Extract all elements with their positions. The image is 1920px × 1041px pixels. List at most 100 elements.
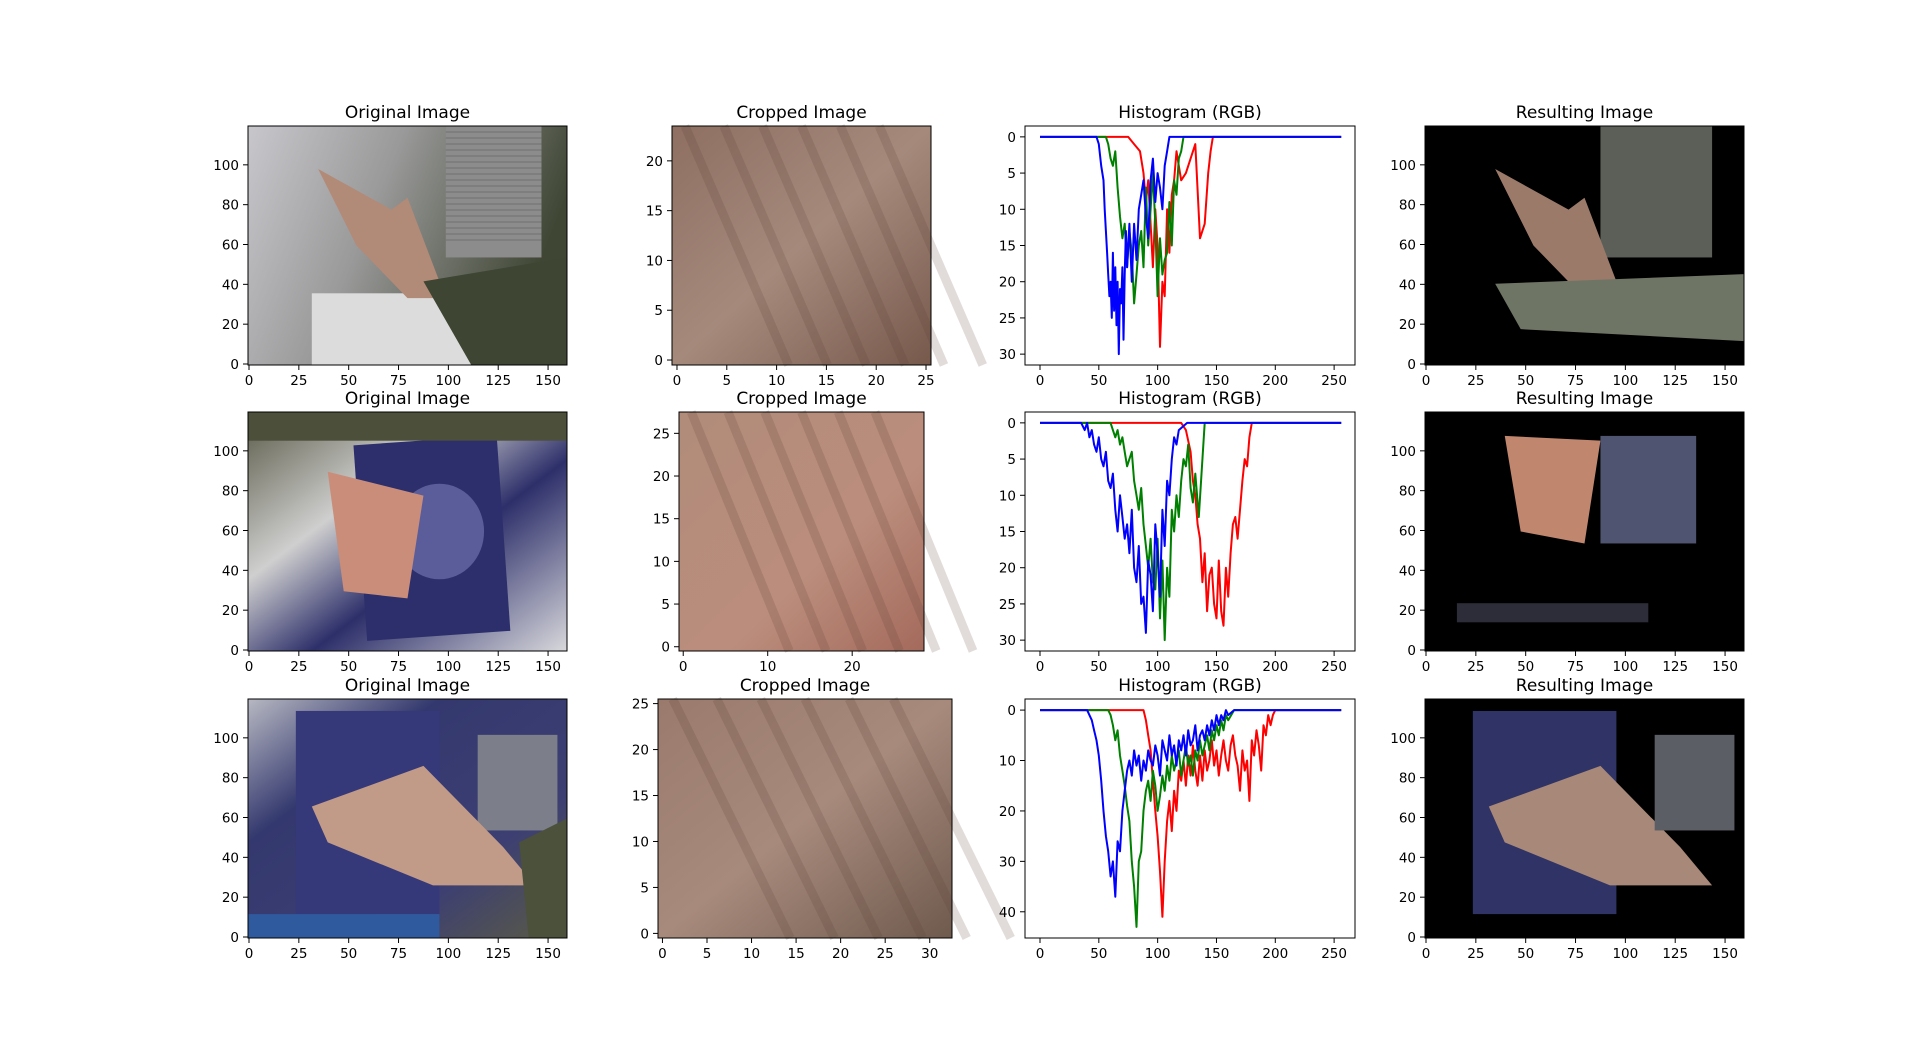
- y-tick-label: 100: [213, 444, 239, 460]
- x-tick-label: 25: [290, 659, 307, 675]
- y-tick-label: 40: [1399, 850, 1416, 866]
- x-tick-label: 100: [435, 946, 461, 962]
- y-tick-label: 20: [646, 154, 663, 170]
- skin-crease: [834, 410, 941, 653]
- x-tick-label: 25: [290, 946, 307, 962]
- y-tick-label: 100: [213, 731, 239, 747]
- hand-shape: [327, 471, 424, 599]
- x-tick-label: 50: [340, 946, 357, 962]
- x-tick-label: 50: [1090, 946, 1107, 962]
- y-tick-label: 15: [632, 789, 649, 805]
- axes-frame: [671, 125, 932, 366]
- x-tick-label: 0: [245, 659, 254, 675]
- x-tick-label: 0: [1036, 373, 1045, 389]
- axes-frame: [1424, 411, 1745, 652]
- skin-crease: [797, 410, 904, 653]
- y-tick-label: 15: [646, 204, 663, 220]
- panel-title: Cropped Image: [740, 676, 870, 696]
- skin-crease: [758, 124, 871, 367]
- y-tick-label: 80: [1399, 198, 1416, 214]
- x-tick-label: 0: [1036, 659, 1045, 675]
- x-tick-label: 25: [1467, 659, 1484, 675]
- histogram-panel: Histogram (RGB) 0 50 100 150 200 250 0 5 10 15 20 25…: [999, 103, 1356, 389]
- axes-frame: [247, 411, 568, 652]
- skin-crease: [845, 697, 971, 940]
- axes-frame: [678, 411, 925, 652]
- axes-frame: [1424, 698, 1745, 939]
- x-tick-label: 200: [1262, 373, 1288, 389]
- y-tick-label: 0: [1407, 643, 1416, 659]
- y-tick-label: 0: [661, 640, 670, 656]
- panel-title: Original Image: [345, 389, 470, 409]
- x-tick-label: 100: [435, 373, 461, 389]
- x-tick-label: 125: [485, 659, 511, 675]
- y-tick-label: 40: [222, 277, 239, 293]
- result-image-panel: Resulting Image 0 25 50 75 100 125 150 0 20 40 60 80…: [1390, 676, 1745, 962]
- x-tick-label: 50: [340, 373, 357, 389]
- histogram-panel: Histogram (RGB) 0 50 100 150 200 250 0 10 20 30 40: [999, 676, 1356, 962]
- y-tick-label: 25: [632, 697, 649, 713]
- panel-title: Original Image: [345, 676, 470, 696]
- y-tick-label: 0: [654, 353, 663, 369]
- x-tick-label: 10: [743, 946, 760, 962]
- y-tick-label: 0: [640, 926, 649, 942]
- x-tick-label: 100: [1145, 659, 1171, 675]
- x-tick-label: 150: [535, 946, 561, 962]
- result-region: [1654, 734, 1735, 831]
- y-tick-label: 20: [999, 275, 1016, 291]
- x-tick-label: 50: [1090, 373, 1107, 389]
- x-tick-label: 10: [768, 373, 785, 389]
- y-tick-label: 100: [1390, 158, 1416, 174]
- histogram-series-line: [1040, 135, 1342, 356]
- x-tick-label: 0: [1422, 373, 1431, 389]
- y-tick-label: 40: [1399, 277, 1416, 293]
- panel-title: Cropped Image: [736, 389, 866, 409]
- skin-crease: [800, 697, 927, 940]
- sleeve-shape: [423, 257, 567, 365]
- x-tick-label: 125: [485, 373, 511, 389]
- hand-shape: [318, 169, 446, 299]
- x-tick-label: 150: [1712, 659, 1738, 675]
- panel-title: Resulting Image: [1516, 103, 1653, 123]
- result-hand-shape: [1488, 765, 1713, 886]
- y-tick-label: 100: [1390, 444, 1416, 460]
- y-tick-label: 60: [1399, 811, 1416, 827]
- y-tick-label: 20: [1399, 317, 1416, 333]
- result-region: [1495, 274, 1744, 342]
- x-tick-label: 150: [1712, 373, 1738, 389]
- histogram-series-line: [1040, 421, 1342, 642]
- result-region: [1600, 435, 1697, 544]
- y-tick-label: 20: [222, 603, 239, 619]
- skin-crease: [712, 697, 839, 940]
- x-tick-label: 20: [832, 946, 849, 962]
- y-tick-label: 25: [999, 597, 1016, 613]
- y-tick-label: 0: [1007, 703, 1016, 719]
- x-tick-label: 0: [1422, 659, 1431, 675]
- y-tick-label: 20: [222, 317, 239, 333]
- result-hand-shape: [1504, 435, 1601, 544]
- result-region: [1456, 603, 1649, 623]
- skin-crease: [836, 124, 949, 367]
- axes-frame: [247, 125, 568, 366]
- x-tick-label: 0: [673, 373, 682, 389]
- skin-crease: [760, 410, 867, 653]
- x-tick-label: 15: [818, 373, 835, 389]
- x-tick-label: 5: [703, 946, 712, 962]
- x-tick-label: 200: [1262, 659, 1288, 675]
- result-hand-shape: [1495, 169, 1623, 299]
- x-tick-label: 50: [1517, 373, 1534, 389]
- y-tick-label: 5: [661, 597, 670, 613]
- x-tick-label: 20: [844, 659, 861, 675]
- x-tick-label: 25: [1467, 373, 1484, 389]
- y-tick-label: 60: [1399, 524, 1416, 540]
- x-tick-label: 5: [722, 373, 731, 389]
- skin-crease: [797, 124, 910, 367]
- x-tick-label: 30: [921, 946, 938, 962]
- x-tick-label: 0: [1422, 946, 1431, 962]
- y-tick-label: 20: [999, 561, 1016, 577]
- x-tick-label: 0: [658, 946, 667, 962]
- y-tick-label: 0: [230, 930, 239, 946]
- histogram-series-line: [1040, 421, 1342, 634]
- panel-title: Cropped Image: [736, 103, 866, 123]
